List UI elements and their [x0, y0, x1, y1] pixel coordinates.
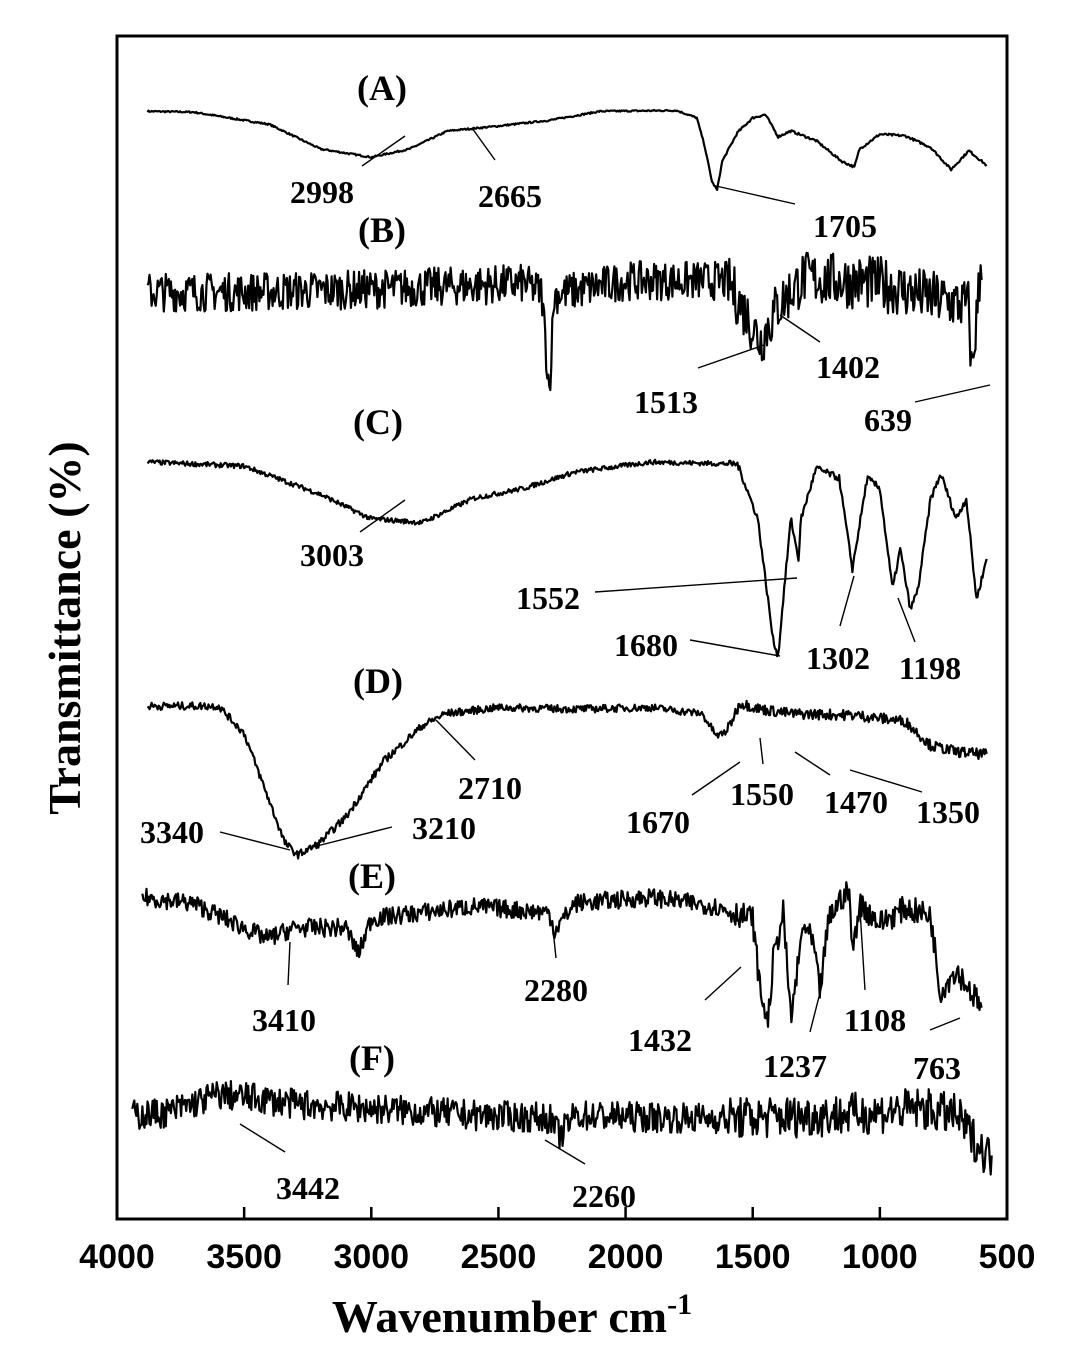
peak-label-1432: 1432: [628, 1022, 692, 1058]
peak-label-1402: 1402: [816, 349, 880, 385]
peak-leader-1198: [897, 597, 916, 643]
spectrum-d: [146, 699, 988, 860]
peak-leader-2710: [435, 719, 476, 761]
spectrum-b: [146, 251, 983, 392]
x-axis-ticks: [115, 1207, 1009, 1219]
peak-leader-1552: [594, 577, 798, 593]
y-axis-title: Transmittance (%): [39, 441, 90, 814]
peak-label-3442: 3442: [276, 1170, 340, 1206]
peak-leader-1705: [715, 185, 796, 205]
peak-label-1350: 1350: [916, 794, 980, 830]
peak-label-1550: 1550: [730, 776, 794, 812]
peak-label-2998: 2998: [290, 174, 354, 210]
peak-label-3340: 3340: [140, 814, 204, 850]
panel-label-d: (D): [353, 661, 403, 701]
peak-label-763: 763: [913, 1050, 961, 1086]
peak-label-2710: 2710: [458, 770, 522, 806]
x-axis-title-superscript: -1: [667, 1288, 692, 1321]
peak-leader-1108: [859, 909, 866, 991]
peak-leader-1513: [697, 344, 765, 369]
spectra-traces: [131, 108, 993, 1176]
peak-leader-639: [914, 384, 991, 403]
peak-leader-3210: [304, 826, 393, 850]
spectrum-c: [146, 458, 988, 658]
x-tick-label-1500: 1500: [715, 1238, 791, 1276]
x-axis-title-text: Wavenumber cm: [332, 1291, 667, 1342]
peak-leader-1350: [849, 769, 923, 793]
peak-label-1108: 1108: [844, 1002, 906, 1038]
peak-label-1680: 1680: [614, 627, 678, 663]
panel-label-e: (E): [348, 856, 396, 896]
peak-label-2665: 2665: [478, 178, 542, 214]
peak-leader-1237: [809, 984, 823, 1033]
peak-label-1237: 1237: [763, 1048, 827, 1084]
peak-leader-1432: [704, 966, 742, 1001]
panel-label-b: (B): [358, 210, 406, 250]
peak-leader-1402: [779, 314, 821, 343]
peak-leader-2260: [544, 1139, 586, 1165]
peak-label-1198: 1198: [899, 650, 961, 686]
x-tick-label-2000: 2000: [588, 1238, 664, 1276]
peak-label-1552: 1552: [516, 580, 580, 616]
peak-leader-1550: [759, 737, 764, 765]
peak-leader-lines: [219, 127, 991, 1165]
x-axis-tick-labels: 4000 3500 3000 2500 2000 1500 1000 500: [79, 1238, 1035, 1276]
peak-leader-1302: [839, 575, 855, 627]
peak-label-1513: 1513: [634, 384, 698, 420]
peak-leader-3003: [359, 499, 406, 533]
panel-label-f: (F): [349, 1038, 395, 1078]
peak-leader-3340: [219, 831, 291, 851]
spectrum-e: [141, 881, 983, 1028]
x-tick-label-4000: 4000: [79, 1238, 155, 1276]
peak-label-1670: 1670: [626, 804, 690, 840]
peak-leader-3442: [239, 1123, 286, 1153]
peak-labels: 2998 2665 1705 1513 1402 639 3003 1552 1680 1302 1…: [140, 174, 980, 1214]
spectrum-f: [131, 1080, 993, 1176]
x-tick-label-1000: 1000: [842, 1238, 918, 1276]
x-tick-label-3000: 3000: [333, 1238, 409, 1276]
peak-label-3003: 3003: [300, 537, 364, 573]
peak-label-2280: 2280: [524, 972, 588, 1008]
peak-leader-763: [929, 1017, 961, 1031]
x-tick-label-2500: 2500: [461, 1238, 537, 1276]
peak-label-1470: 1470: [824, 784, 888, 820]
x-axis-title: Wavenumber cm-1: [332, 1288, 692, 1342]
x-tick-label-3500: 3500: [206, 1238, 282, 1276]
peak-leader-1680: [689, 639, 781, 657]
peak-label-3410: 3410: [252, 1002, 316, 1038]
peak-leader-1470: [794, 751, 831, 776]
spectrum-a: [146, 108, 988, 191]
peak-leader-2665: [471, 127, 496, 161]
peak-leader-3410: [287, 941, 291, 986]
peak-leader-2280: [551, 919, 557, 959]
peak-label-2260: 2260: [572, 1178, 636, 1214]
peak-label-1705: 1705: [813, 208, 877, 244]
panel-label-a: (A): [357, 68, 407, 108]
peak-label-1302: 1302: [806, 640, 870, 676]
peak-label-639: 639: [864, 402, 912, 438]
panel-labels: (A) (B) (C) (D) (E) (F): [348, 68, 407, 1078]
peak-leader-1670: [691, 761, 741, 796]
panel-label-c: (C): [353, 402, 403, 442]
plot-frame: [115, 34, 1009, 1221]
x-tick-label-500: 500: [979, 1238, 1036, 1276]
peak-leader-2998: [361, 135, 406, 167]
peak-label-3210: 3210: [412, 810, 476, 846]
